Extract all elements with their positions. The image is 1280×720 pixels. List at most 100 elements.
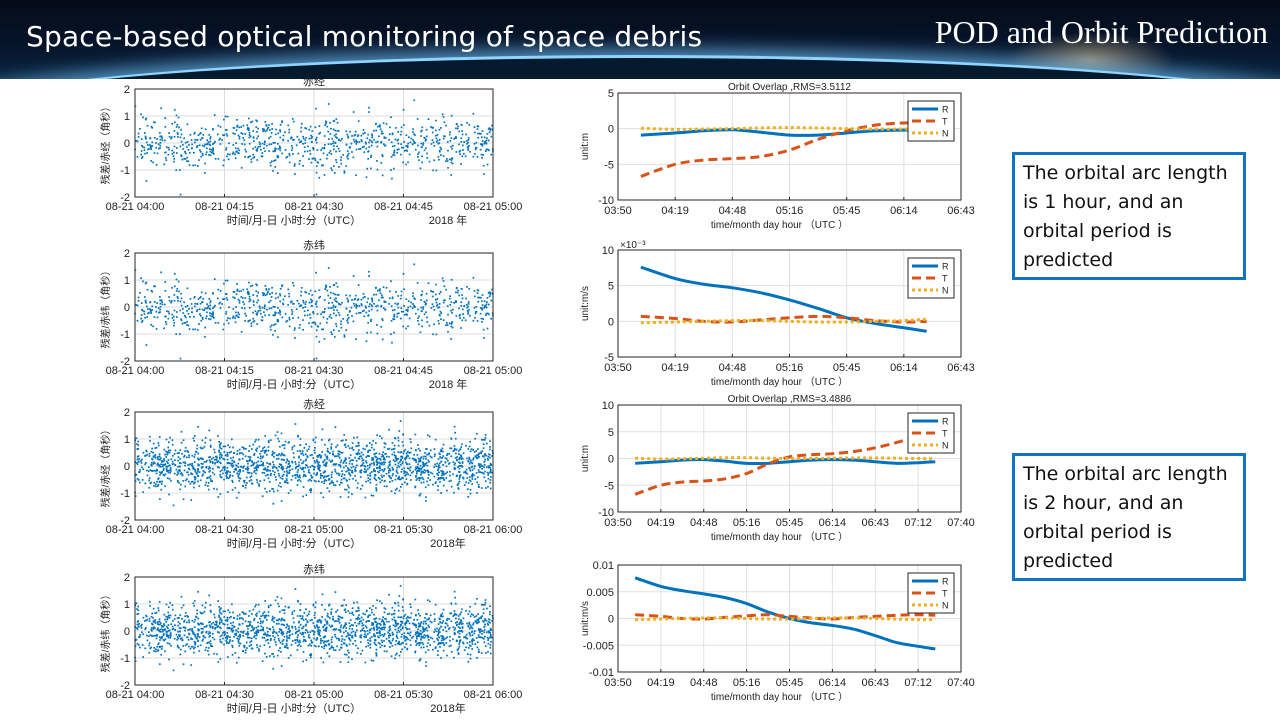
data-point xyxy=(358,457,361,460)
data-point xyxy=(477,634,480,636)
data-point xyxy=(304,142,307,144)
data-point xyxy=(438,313,441,316)
data-point xyxy=(425,496,427,499)
data-point xyxy=(482,608,485,611)
data-point xyxy=(155,146,158,149)
data-point xyxy=(477,618,480,621)
data-point xyxy=(342,154,345,156)
data-point xyxy=(448,463,450,465)
data-point xyxy=(377,467,379,469)
data-point xyxy=(263,311,265,314)
data-point xyxy=(294,588,297,590)
data-point xyxy=(311,454,313,456)
chart-title: 赤经 xyxy=(303,398,325,411)
data-point xyxy=(156,152,159,155)
data-point xyxy=(307,448,310,451)
data-point xyxy=(183,157,186,160)
data-point xyxy=(486,471,489,474)
data-point xyxy=(251,625,253,628)
data-point xyxy=(253,462,255,465)
data-point xyxy=(439,150,441,153)
data-point xyxy=(418,634,420,636)
data-point xyxy=(440,492,442,494)
data-point xyxy=(171,313,174,316)
data-point xyxy=(288,292,291,295)
data-point xyxy=(277,132,280,135)
data-point xyxy=(274,166,277,168)
data-point xyxy=(203,309,206,312)
data-point xyxy=(436,303,439,306)
data-point xyxy=(390,477,392,480)
data-point xyxy=(184,141,187,144)
data-point xyxy=(368,111,370,113)
data-point xyxy=(243,139,246,142)
data-point xyxy=(467,482,470,484)
data-point xyxy=(236,314,238,317)
data-point xyxy=(340,643,343,646)
data-point xyxy=(466,121,468,124)
data-point xyxy=(262,455,265,458)
data-point xyxy=(267,469,270,472)
data-point xyxy=(425,138,427,141)
data-point xyxy=(364,613,366,616)
data-point xyxy=(291,475,294,477)
data-point xyxy=(426,464,429,467)
data-point xyxy=(176,473,178,476)
data-point xyxy=(310,639,313,642)
data-point xyxy=(422,643,425,646)
data-point xyxy=(471,478,474,480)
data-point xyxy=(249,319,251,322)
data-point xyxy=(337,452,340,455)
data-point xyxy=(173,160,175,163)
data-point xyxy=(302,468,304,471)
data-point xyxy=(365,626,368,629)
data-point xyxy=(394,457,397,460)
data-point xyxy=(383,650,386,653)
data-point xyxy=(363,470,366,473)
data-point xyxy=(310,161,313,164)
data-point xyxy=(254,605,256,608)
data-point xyxy=(250,640,253,642)
data-point xyxy=(357,482,359,485)
data-point xyxy=(426,453,428,456)
data-point xyxy=(149,440,151,442)
data-point xyxy=(477,628,480,630)
data-point xyxy=(386,650,388,653)
data-point xyxy=(458,632,461,635)
data-point xyxy=(309,491,312,494)
data-point xyxy=(257,310,260,312)
data-point xyxy=(376,627,379,629)
data-point xyxy=(457,450,460,452)
data-point xyxy=(275,619,278,621)
data-point xyxy=(325,462,328,464)
data-point xyxy=(345,479,348,481)
data-point xyxy=(409,606,412,609)
data-point xyxy=(417,631,419,634)
data-point xyxy=(273,620,275,623)
data-point xyxy=(167,449,170,452)
data-point xyxy=(274,297,277,300)
data-point xyxy=(262,626,265,629)
data-point xyxy=(272,635,274,637)
data-point xyxy=(240,290,243,292)
data-point xyxy=(275,454,278,456)
data-point xyxy=(213,278,216,280)
data-point xyxy=(434,438,437,441)
data-point xyxy=(145,117,148,120)
data-point xyxy=(476,454,479,456)
data-point xyxy=(438,466,441,469)
data-point xyxy=(339,481,342,484)
data-point xyxy=(449,447,452,450)
data-point xyxy=(330,613,333,615)
data-point xyxy=(383,457,385,459)
data-point xyxy=(183,620,185,623)
data-point xyxy=(225,635,228,637)
data-point xyxy=(466,477,469,479)
data-point xyxy=(276,320,279,323)
data-point xyxy=(414,651,417,654)
data-point xyxy=(358,449,360,451)
data-point xyxy=(349,146,351,148)
data-point xyxy=(331,471,333,474)
data-point xyxy=(213,613,216,616)
data-point xyxy=(456,475,459,477)
